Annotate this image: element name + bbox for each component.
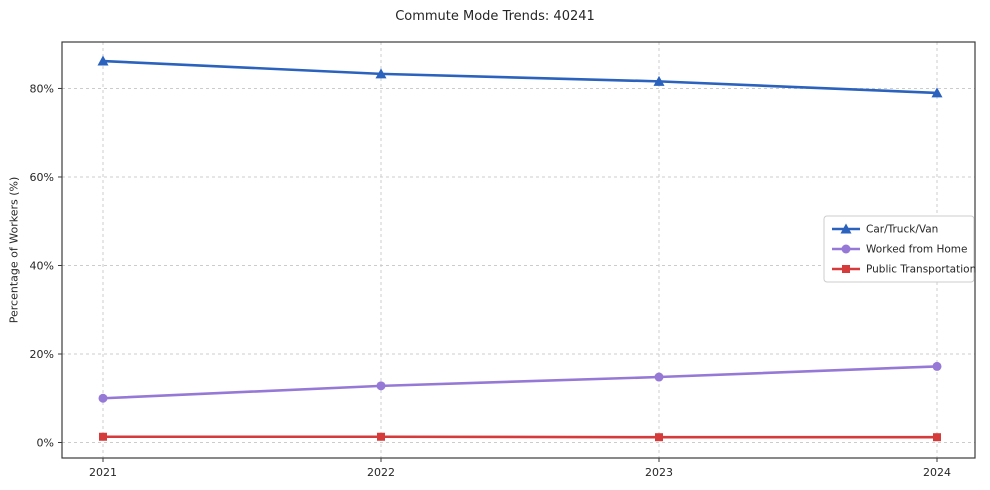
x-tick-label: 2022 [367, 466, 395, 479]
data-point-worked-from-home-2021 [98, 393, 108, 403]
series-line-worked-from-home [101, 365, 939, 400]
series-line-car-truck-van [101, 59, 939, 95]
data-point-car-truck-van-2024 [931, 87, 943, 98]
legend-label-public-transportation: Public Transportation [866, 264, 976, 276]
plot-background [62, 42, 975, 458]
data-point-worked-from-home-2022 [376, 381, 386, 391]
legend-marker-car-truck-van [840, 223, 852, 234]
legend-box [823, 215, 975, 283]
x-tick-label: 2021 [89, 466, 117, 479]
data-point-public-transportation-2021 [99, 432, 107, 441]
data-point-public-transportation-2023 [655, 433, 663, 442]
y-tick-label: 0% [37, 437, 54, 450]
data-point-worked-from-home-2024 [932, 361, 942, 371]
plot-border [61, 41, 976, 459]
x-tick-label: 2024 [923, 466, 951, 479]
data-point-worked-from-home-2023 [654, 372, 664, 382]
legend-label-car-truck-van: Car/Truck/Van [866, 224, 938, 236]
data-point-car-truck-van-2022 [375, 68, 387, 79]
y-tick-label: 20% [30, 348, 54, 361]
legend-marker-public-transportation [842, 265, 850, 273]
y-tick-label: 80% [30, 82, 54, 95]
data-point-public-transportation-2022 [377, 432, 385, 441]
y-tick-label: 40% [30, 259, 54, 272]
x-tick-label: 2023 [645, 466, 673, 479]
data-point-car-truck-van-2021 [97, 55, 109, 66]
legend-label-worked-from-home: Worked from Home [866, 244, 967, 256]
chart-title: Commute Mode Trends: 40241 [395, 9, 595, 24]
data-point-car-truck-van-2023 [653, 75, 665, 86]
data-point-public-transportation-2024 [933, 433, 941, 442]
legend-marker-worked-from-home [841, 244, 851, 254]
y-tick-label: 60% [30, 171, 54, 184]
